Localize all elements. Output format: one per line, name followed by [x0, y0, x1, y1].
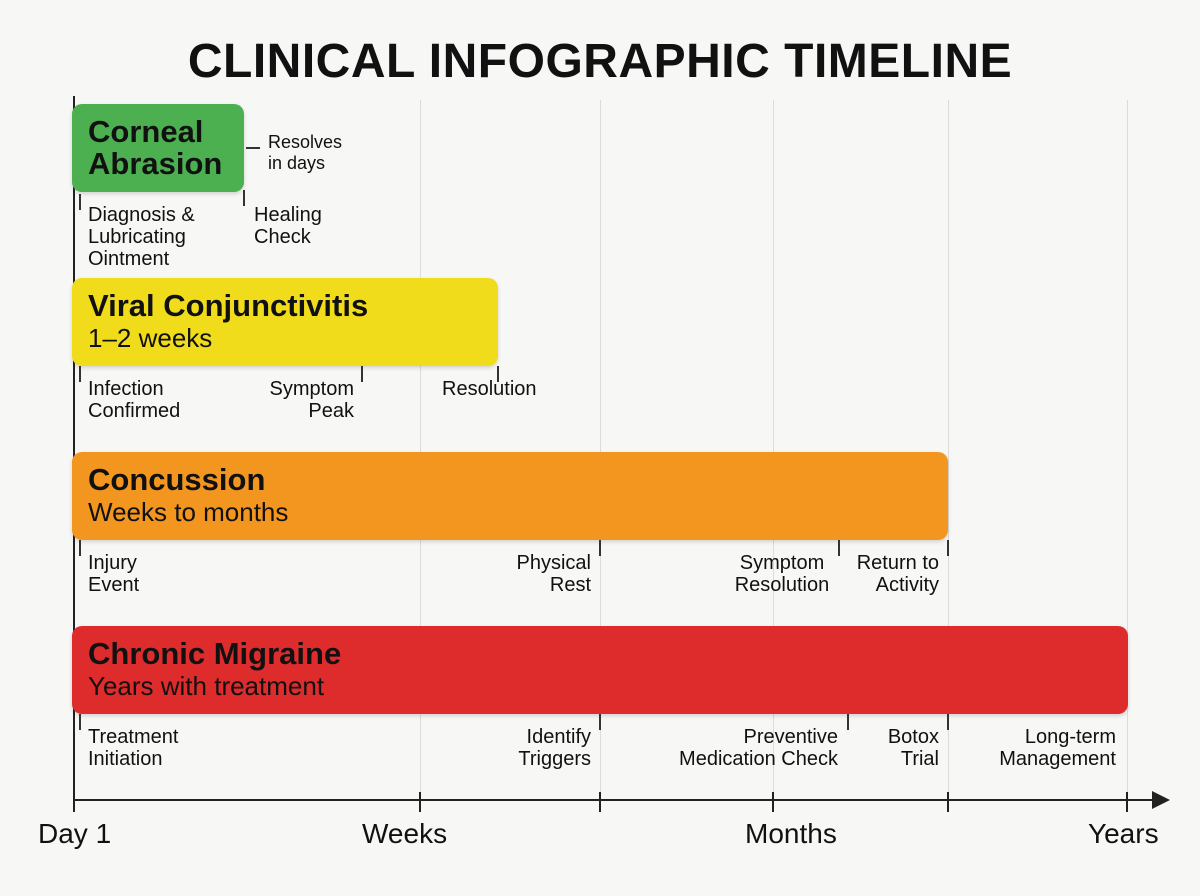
condition-name: Viral Conjunctivitis [88, 288, 369, 323]
title: CLINICAL INFOGRAPHIC TIMELINE [187, 35, 1013, 88]
axis-label: Weeks [362, 818, 448, 849]
tick [79, 194, 81, 210]
milestone: Diagnosis & Lubricating Ointment [88, 204, 195, 270]
note: Resolves in days [268, 132, 343, 173]
tick [79, 366, 81, 382]
milestone: Infection Confirmed [88, 378, 181, 422]
milestone: Injury Event [88, 552, 140, 596]
milestone: Preventive Medication Check [679, 726, 838, 770]
axis-label: Day 1 [38, 818, 112, 849]
tick [361, 366, 363, 382]
condition-name: Chronic Migraine [88, 636, 342, 671]
condition-name: Corneal Abrasion [88, 114, 223, 181]
condition-bar: Viral Conjunctivitis 1–2 weeks [72, 278, 498, 366]
grid-line [773, 100, 774, 800]
grid-line [948, 100, 949, 800]
tick [599, 540, 601, 556]
grid-line [420, 100, 421, 800]
milestone: Physical Rest [516, 552, 591, 596]
axis-label: Months [745, 818, 837, 849]
tick [79, 540, 81, 556]
milestone: Identify Triggers [518, 726, 591, 770]
condition-bar: Corneal Abrasion [72, 104, 244, 192]
tick [947, 714, 949, 730]
condition-bar: Concussion Weeks to months [72, 452, 948, 540]
milestone: Symptom Peak [269, 378, 354, 422]
condition-name: Concussion [88, 462, 266, 497]
milestone: Treatment Initiation [88, 726, 179, 770]
milestone: Symptom Resolution [734, 552, 830, 596]
grid-line [600, 100, 601, 800]
grid-line [1127, 100, 1128, 800]
condition-duration: 1–2 weeks [88, 323, 213, 353]
tick [79, 714, 81, 730]
condition-duration: Years with treatment [88, 671, 325, 701]
axis-label: Years [1088, 818, 1159, 849]
milestone: Return to Activity [856, 552, 939, 596]
milestone: Healing Check [254, 204, 322, 248]
connector [246, 147, 260, 149]
tick [838, 540, 840, 556]
tick [497, 366, 499, 382]
tick [947, 540, 949, 556]
milestone: Long-term Management [999, 726, 1116, 770]
condition-bar: Chronic Migraine Years with treatment [72, 626, 1128, 714]
milestone: Botox Trial [887, 726, 939, 770]
tick [599, 714, 601, 730]
tick [847, 714, 849, 730]
milestone: Resolution [442, 378, 537, 400]
tick [243, 190, 245, 206]
condition-duration: Weeks to months [88, 497, 289, 527]
